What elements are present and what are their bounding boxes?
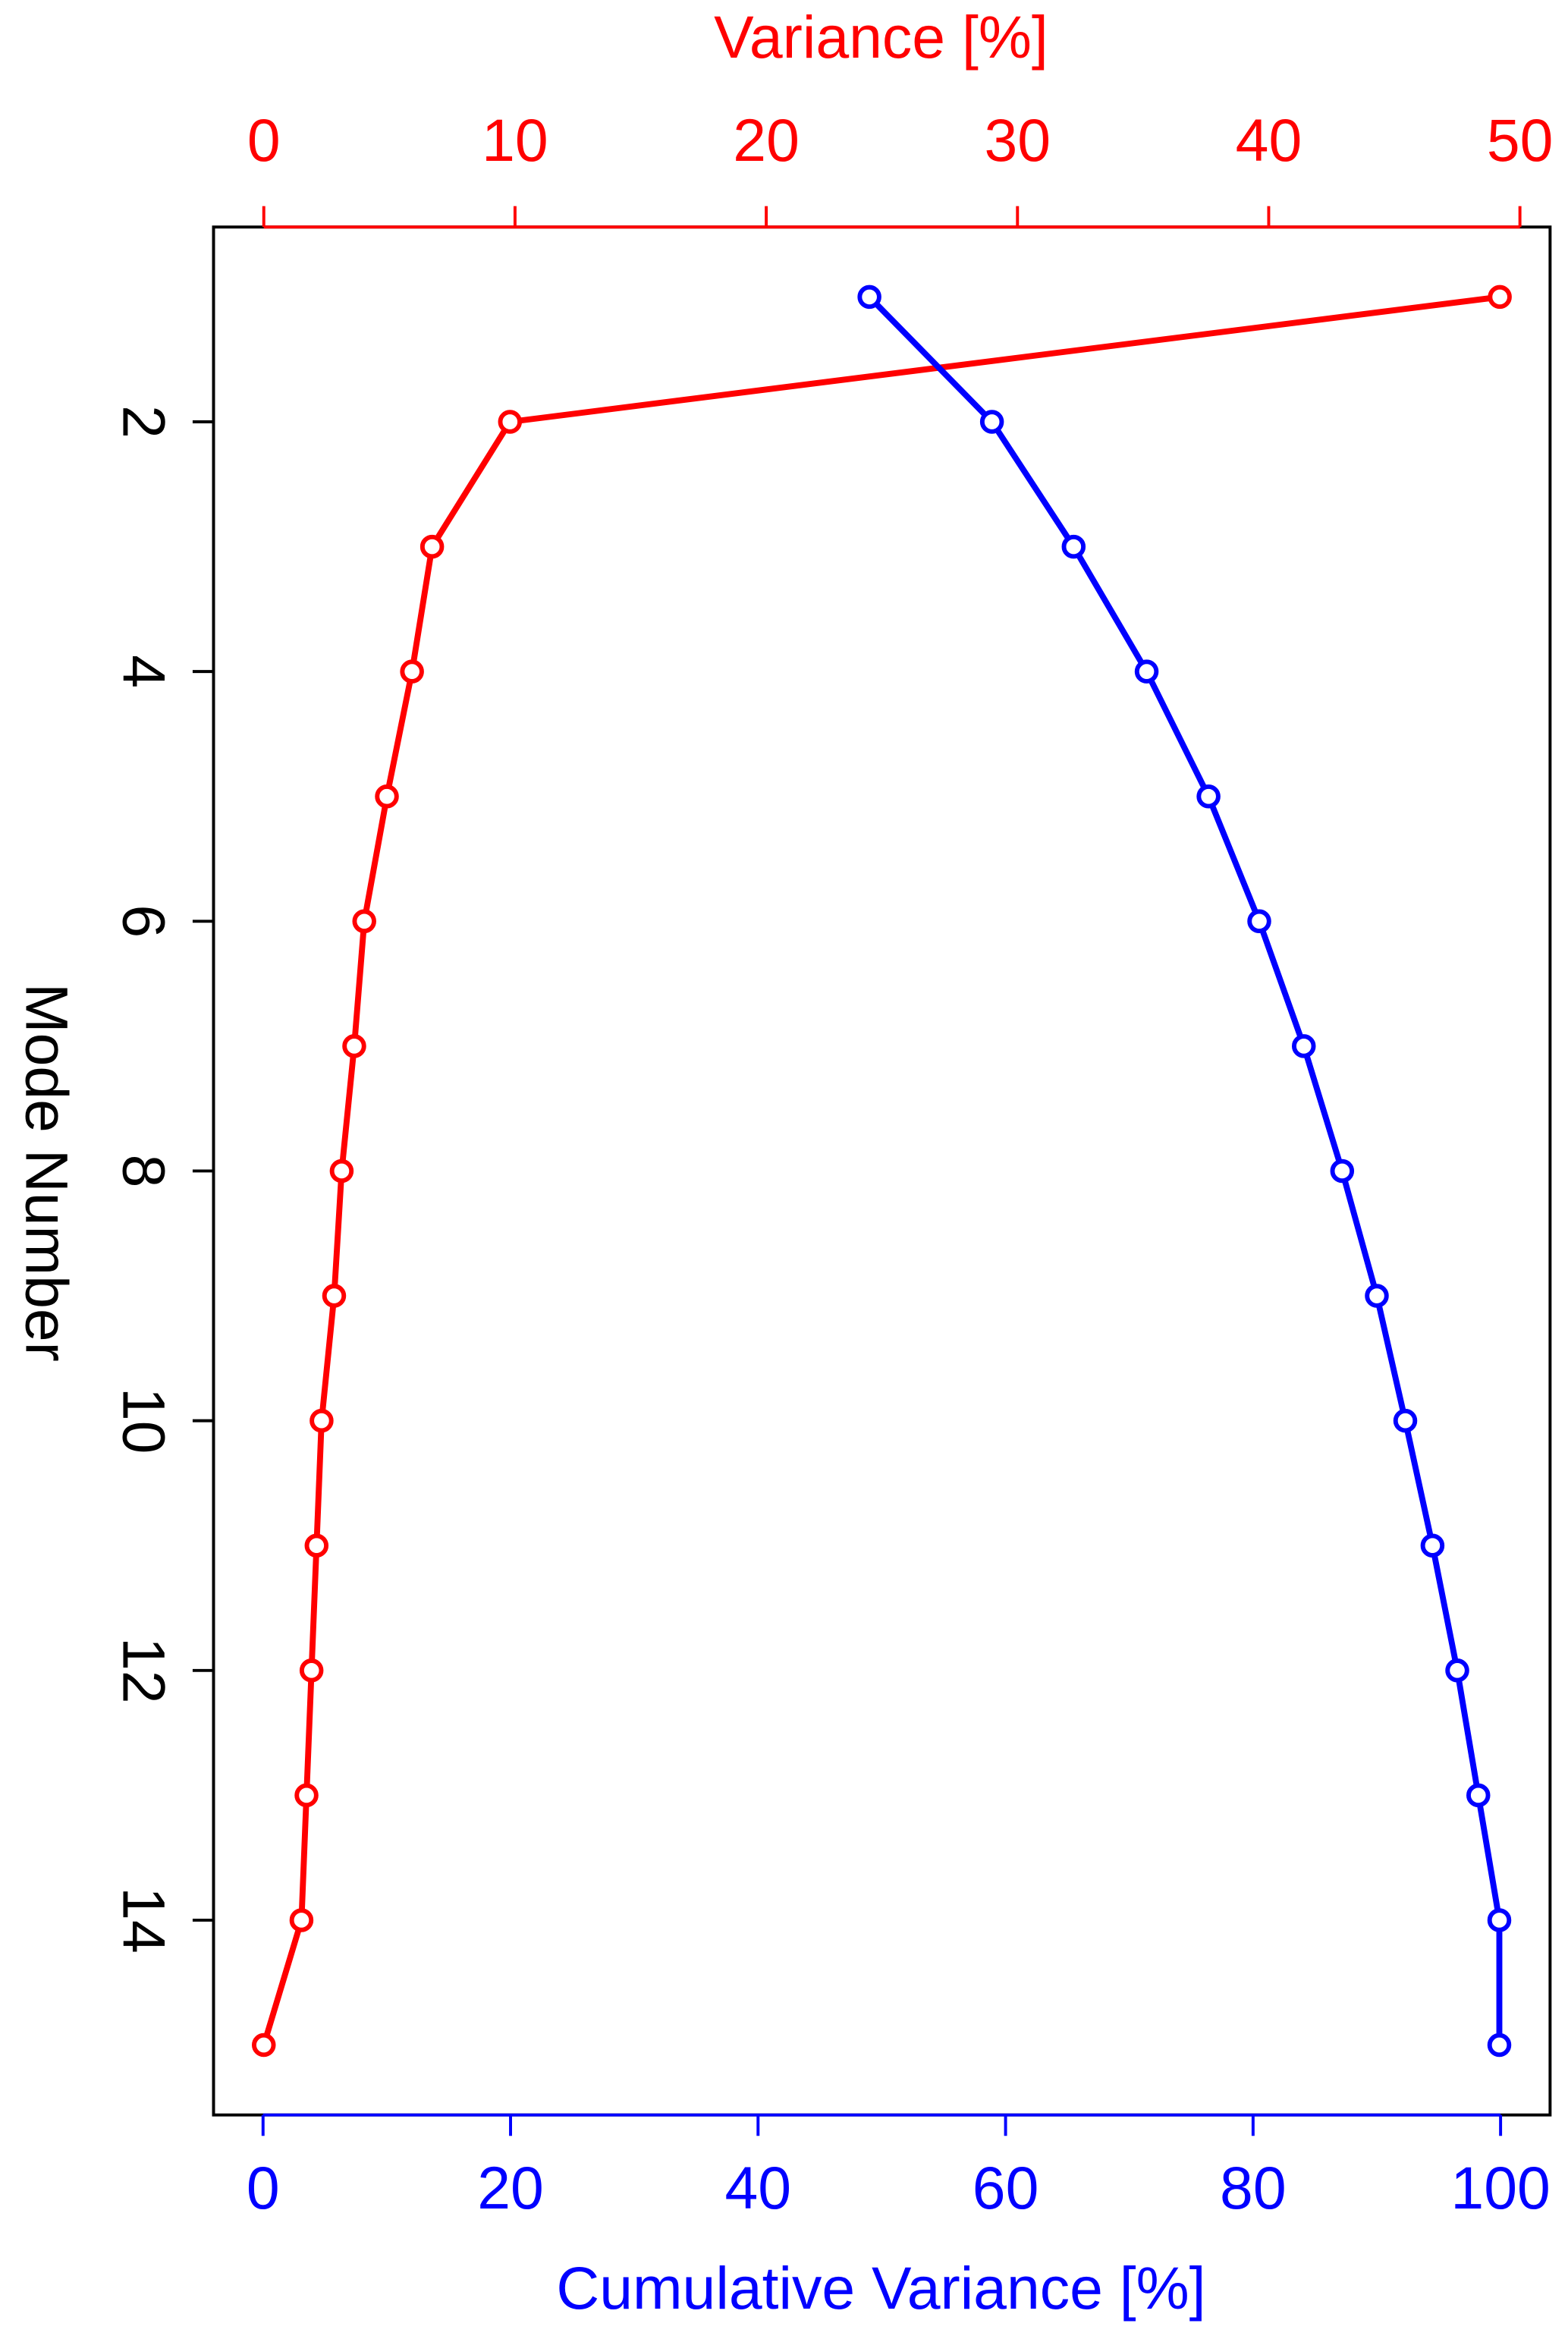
point [1134, 659, 1159, 684]
y-axis-title: Mode Number [13, 983, 80, 1362]
point [289, 1908, 314, 1932]
x2-tick-label: 50 [1487, 107, 1554, 174]
point [857, 285, 881, 310]
x-tick-label: 60 [973, 2155, 1039, 2221]
x-axis-title: Cumulative Variance [%] [556, 2255, 1205, 2322]
x-tick-label: 0 [247, 2155, 280, 2221]
series-line [867, 294, 1503, 2045]
y-tick-label: 8 [110, 1155, 177, 1188]
point [251, 2032, 276, 2058]
y-tick-label: 10 [110, 1388, 177, 1454]
series-line [260, 294, 1500, 2046]
y-tick-label: 4 [110, 655, 177, 688]
point [294, 1783, 319, 1808]
x2-tick-label: 40 [1236, 107, 1302, 174]
point [979, 410, 1004, 434]
point [1365, 1284, 1389, 1308]
x-tick-label: 80 [1220, 2155, 1287, 2221]
point [498, 410, 523, 434]
point [1247, 909, 1271, 934]
point [304, 1533, 329, 1558]
point [419, 534, 445, 559]
point [1061, 534, 1086, 559]
point [342, 1034, 366, 1058]
point [299, 1658, 324, 1683]
point [352, 909, 376, 934]
point [1196, 784, 1221, 809]
x-tick-label: 20 [477, 2155, 544, 2221]
point [1330, 1158, 1355, 1184]
point [400, 659, 424, 684]
x2-tick-label: 20 [733, 107, 800, 174]
point [375, 784, 399, 809]
y-tick-label: 6 [110, 904, 177, 938]
point [329, 1158, 354, 1184]
y-tick-label: 2 [110, 405, 177, 439]
x2-axis-title: Variance [%] [714, 4, 1048, 71]
point [1487, 1908, 1512, 1932]
y-tick-label: 12 [110, 1637, 177, 1704]
x2-tick-label: 30 [984, 107, 1051, 174]
x-tick-label: 40 [725, 2155, 792, 2221]
point [1291, 1034, 1316, 1058]
x-tick-label: 100 [1450, 2155, 1550, 2221]
point [1420, 1533, 1445, 1558]
x2-tick-label: 0 [247, 107, 281, 174]
x2-tick-label: 10 [482, 107, 548, 174]
point [322, 1284, 347, 1308]
point [1393, 1408, 1418, 1433]
point [1466, 1783, 1491, 1808]
point [310, 1408, 334, 1433]
point [1488, 285, 1512, 310]
y-tick-label: 14 [110, 1887, 177, 1954]
point [1445, 1658, 1469, 1683]
point [1487, 2032, 1512, 2058]
